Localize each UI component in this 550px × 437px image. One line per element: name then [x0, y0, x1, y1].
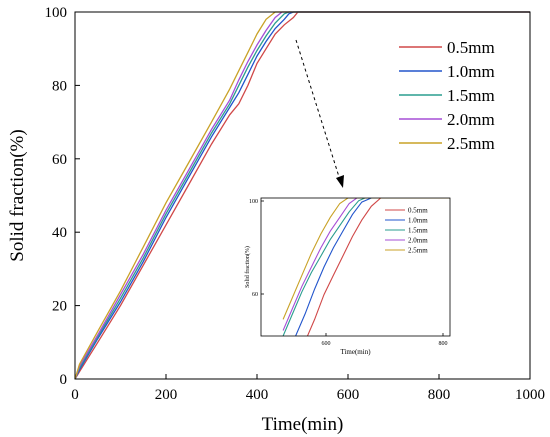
main-legend: 0.5mm 1.0mm 1.5mm 2.0mm 2.5mm: [399, 38, 495, 153]
x-tick-label: 400: [246, 387, 269, 403]
legend-label-2.0mm: 2.0mm: [447, 110, 495, 129]
plot-frame: [74, 11, 531, 380]
inset-legend-label-0.5mm: 0.5mm: [408, 207, 428, 215]
inset-x-axis-label: Time(min): [340, 348, 371, 356]
inset-series-line-2.0mm: [282, 198, 450, 331]
inset-series-line-2.5mm: [282, 198, 450, 320]
series-line-2.0mm: [74, 11, 530, 380]
inset-series-line-1.0mm: [295, 198, 450, 336]
inset-series-line-1.5mm: [282, 198, 450, 336]
series-line-1.5mm: [74, 11, 530, 380]
x-tick-label: 600: [337, 387, 360, 403]
inset-series-group: [282, 198, 450, 336]
inset-legend-label-1.5mm: 1.5mm: [408, 227, 428, 235]
y-tick-label: 80: [52, 78, 67, 94]
zoom-arrow: [295, 39, 344, 188]
inset-y-tick-label: 100: [249, 199, 258, 205]
y-axis-label: Solid fraction(%): [7, 129, 28, 261]
x-tick-label: 800: [428, 387, 451, 403]
inset-x-tick-label: 800: [439, 341, 448, 347]
inset-legend-label-2.0mm: 2.0mm: [408, 237, 428, 245]
series-line-2.5mm: [74, 11, 530, 380]
y-tick-label: 100: [45, 5, 68, 21]
inset-plot-area: 600 800 60 100 Time(min) Solid fraction(%) 0.5…: [244, 197, 451, 356]
inset-x-tick-label: 600: [322, 341, 331, 347]
y-tick-label: 0: [60, 372, 68, 388]
x-tick-label: 200: [155, 387, 178, 403]
y-tick-label: 60: [52, 152, 67, 168]
legend-label-1.5mm: 1.5mm: [447, 86, 495, 105]
inset-series-line-0.5mm: [306, 198, 450, 336]
x-tick-label: 0: [71, 387, 79, 403]
inset-legend-label-1.0mm: 1.0mm: [408, 217, 428, 225]
inset-legend-label-2.5mm: 2.5mm: [408, 247, 428, 255]
legend-label-0.5mm: 0.5mm: [447, 38, 495, 57]
x-axis-label: Time(min): [262, 414, 344, 435]
main-plot-area: 0 200 400 600 800 1000 0 20 40 60 80 100 Time(min) So…: [7, 5, 545, 435]
y-tick-label: 20: [52, 299, 67, 315]
arrow-head: [336, 175, 344, 188]
inset-y-axis-label: Solid fraction(%): [244, 246, 251, 288]
inset-y-tick-label: 60: [252, 292, 258, 298]
y-tick-label: 40: [52, 225, 67, 241]
series-line-1.0mm: [74, 11, 530, 380]
x-tick-label: 1000: [515, 387, 545, 403]
arrow-line: [295, 39, 341, 181]
inset-frame: [260, 197, 451, 337]
series-line-0.5mm: [74, 11, 530, 380]
legend-label-1.0mm: 1.0mm: [447, 62, 495, 81]
legend-label-2.5mm: 2.5mm: [447, 134, 495, 153]
